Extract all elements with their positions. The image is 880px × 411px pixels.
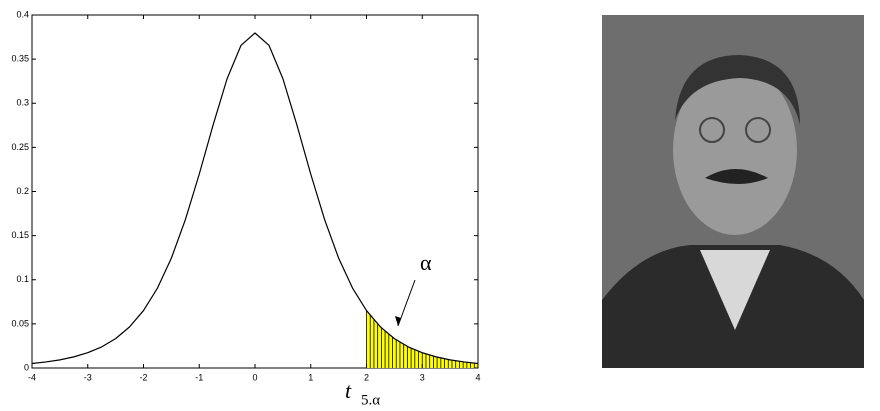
annotation-arrowhead bbox=[395, 316, 401, 326]
x-tick-label: 0 bbox=[252, 372, 257, 382]
x-tick-label: 1 bbox=[308, 372, 313, 382]
x-tick-label: 3 bbox=[420, 372, 425, 382]
plot-frame bbox=[31, 14, 479, 369]
photo-face bbox=[673, 65, 797, 235]
photo-collar bbox=[700, 250, 770, 330]
y-tick-label: 0.35 bbox=[11, 54, 29, 64]
photo-glasses-right bbox=[745, 117, 771, 143]
photo-hair bbox=[675, 55, 800, 125]
y-tick-label: 0.25 bbox=[11, 142, 29, 152]
y-tick-label: 0.1 bbox=[16, 274, 29, 284]
photo bbox=[602, 15, 864, 368]
y-tick-label: 0.3 bbox=[16, 98, 29, 108]
y-tick-label: 0.05 bbox=[11, 318, 29, 328]
x-tick-label: -1 bbox=[195, 372, 203, 382]
density-curve bbox=[31, 32, 479, 365]
x-label-subscript: 5.α bbox=[361, 392, 380, 406]
annotation: α bbox=[420, 250, 432, 275]
x-tick-label: -4 bbox=[28, 372, 36, 382]
x-tick-label: -2 bbox=[139, 372, 147, 382]
photo-glasses-left bbox=[699, 117, 725, 143]
shaded-area bbox=[366, 310, 478, 368]
x-tick-label: -3 bbox=[84, 372, 92, 382]
x-tick-label: 4 bbox=[475, 372, 480, 382]
y-tick-label: 0.15 bbox=[11, 230, 29, 240]
photo-moustache bbox=[705, 169, 768, 184]
y-tick-label: 0.2 bbox=[16, 186, 29, 196]
y-tick-label: 0 bbox=[24, 362, 29, 372]
x-tick-label: 2 bbox=[364, 372, 369, 382]
y-tick-label: 0.4 bbox=[16, 9, 29, 19]
x-label: t bbox=[345, 378, 352, 403]
